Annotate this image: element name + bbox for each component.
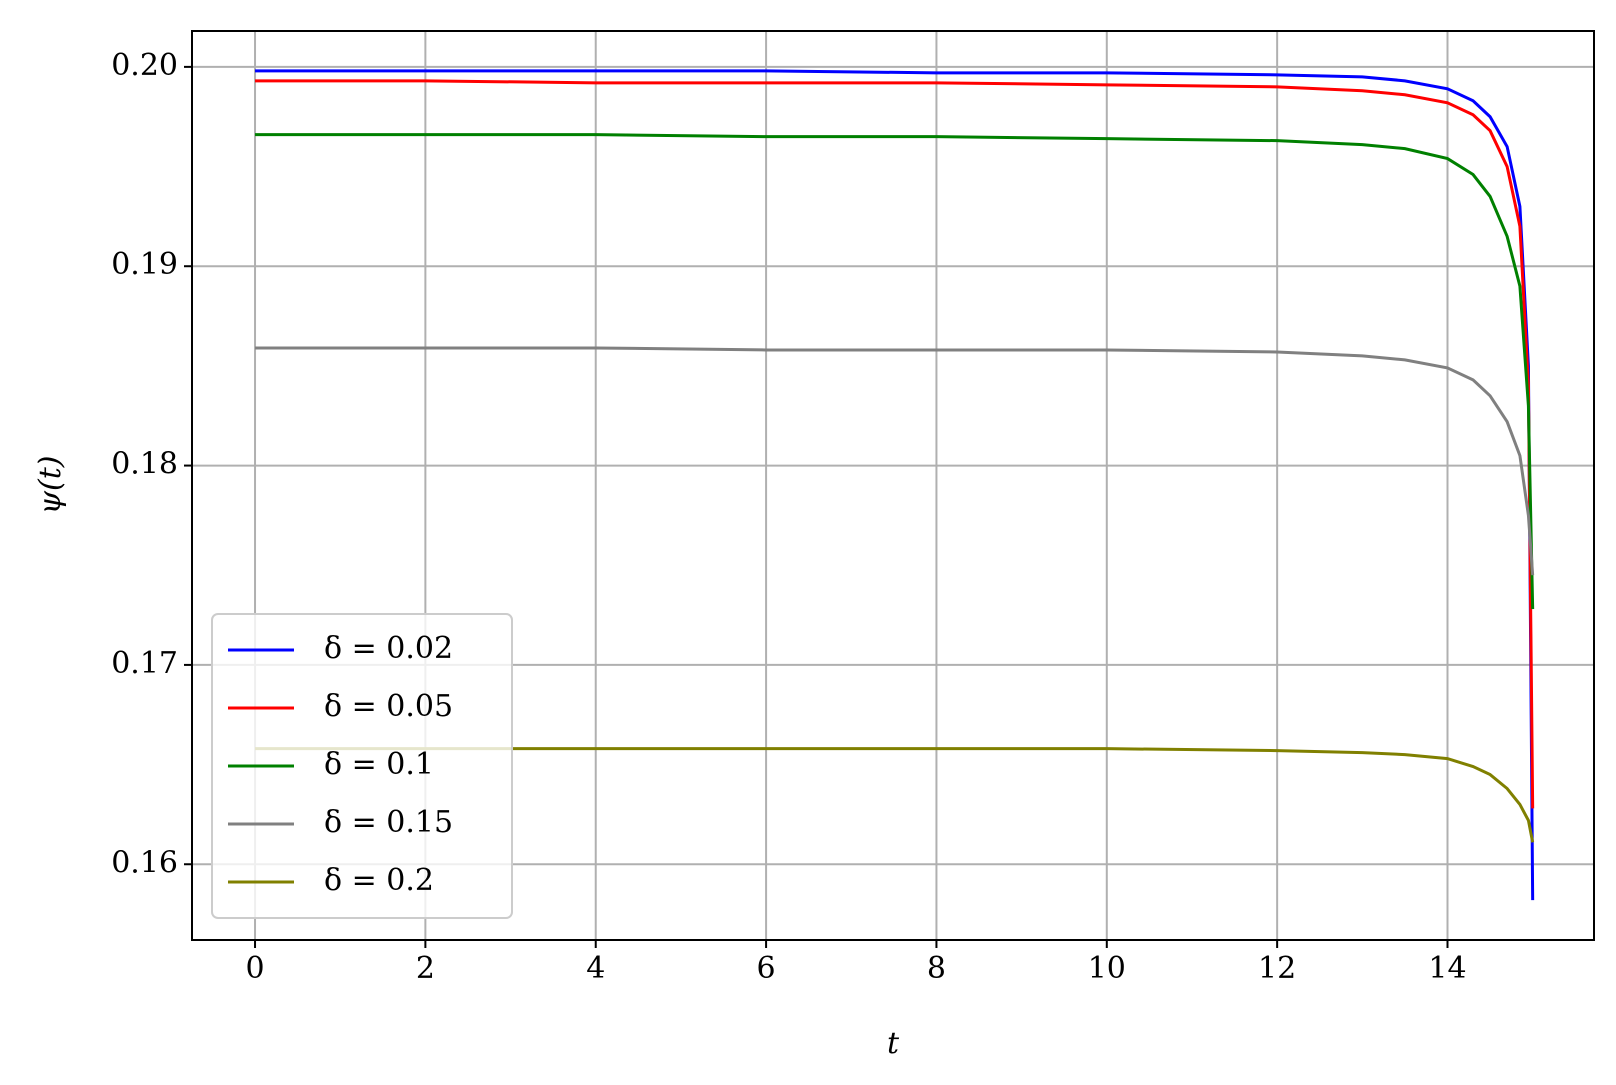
data-line bbox=[255, 79, 1535, 809]
y-tick-label: 0.17 bbox=[111, 646, 178, 681]
x-tick-label: 10 bbox=[1088, 951, 1126, 986]
x-axis-label: t bbox=[887, 1026, 900, 1061]
y-tick-label: 0.18 bbox=[111, 447, 178, 482]
y-tick-label: 0.19 bbox=[111, 247, 178, 282]
legend-label: δ = 0.05 bbox=[324, 689, 453, 724]
x-tick-label: 4 bbox=[586, 951, 605, 986]
legend-box bbox=[211, 613, 513, 919]
legend-label: δ = 0.02 bbox=[324, 631, 453, 666]
x-tick-label: 14 bbox=[1428, 951, 1466, 986]
data-line bbox=[255, 346, 1535, 576]
x-tick-label: 6 bbox=[757, 951, 776, 986]
data-line bbox=[255, 747, 1535, 843]
x-tick-label: 12 bbox=[1258, 951, 1296, 986]
y-axis-label: ψ(t) bbox=[33, 456, 68, 515]
legend-label: δ = 0.2 bbox=[324, 863, 434, 898]
legend: δ = 0.02 δ = 0.05 δ = 0.1 δ = 0.15 δ = 0.2 bbox=[211, 613, 513, 919]
x-tick-label: 8 bbox=[927, 951, 946, 986]
y-tick-label: 0.20 bbox=[111, 48, 178, 83]
data-line bbox=[255, 69, 1535, 901]
legend-label: δ = 0.15 bbox=[324, 805, 453, 840]
x-tick-label: 0 bbox=[245, 951, 264, 986]
plot-frame bbox=[191, 30, 1595, 941]
x-tick-label: 2 bbox=[416, 951, 435, 986]
legend-label: δ = 0.1 bbox=[324, 747, 434, 782]
y-tick-label: 0.16 bbox=[111, 845, 178, 880]
data-line bbox=[255, 133, 1535, 610]
